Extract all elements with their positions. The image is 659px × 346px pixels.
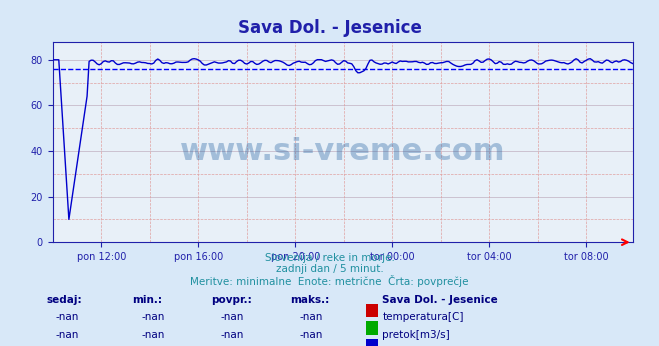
- Text: Slovenija / reke in morje.: Slovenija / reke in morje.: [264, 253, 395, 263]
- Text: Meritve: minimalne  Enote: metrične  Črta: povprečje: Meritve: minimalne Enote: metrične Črta:…: [190, 275, 469, 287]
- Bar: [366, 321, 378, 335]
- Text: -nan: -nan: [300, 330, 323, 340]
- Text: www.si-vreme.com: www.si-vreme.com: [180, 137, 505, 166]
- Text: min.:: min.:: [132, 295, 162, 305]
- Text: pretok[m3/s]: pretok[m3/s]: [382, 330, 450, 340]
- Text: sedaj:: sedaj:: [46, 295, 82, 305]
- Text: -nan: -nan: [142, 330, 165, 340]
- Text: maks.:: maks.:: [290, 295, 330, 305]
- Bar: [366, 304, 378, 317]
- Text: -nan: -nan: [300, 312, 323, 322]
- Text: -nan: -nan: [142, 312, 165, 322]
- Text: -nan: -nan: [56, 330, 79, 340]
- Text: -nan: -nan: [56, 312, 79, 322]
- Text: -nan: -nan: [221, 330, 244, 340]
- Bar: [366, 338, 378, 346]
- Text: povpr.:: povpr.:: [211, 295, 252, 305]
- Text: Sava Dol. - Jesenice: Sava Dol. - Jesenice: [237, 19, 422, 37]
- Text: zadnji dan / 5 minut.: zadnji dan / 5 minut.: [275, 264, 384, 274]
- Text: Sava Dol. - Jesenice: Sava Dol. - Jesenice: [382, 295, 498, 305]
- Text: -nan: -nan: [221, 312, 244, 322]
- Text: temperatura[C]: temperatura[C]: [382, 312, 464, 322]
